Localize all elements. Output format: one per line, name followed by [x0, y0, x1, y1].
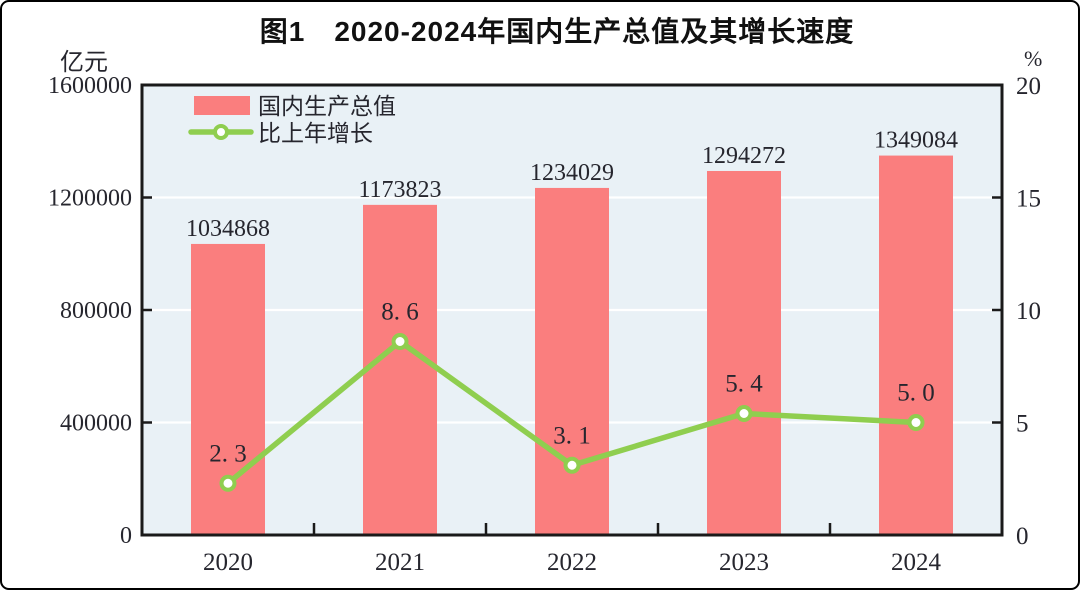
growth-marker-2020 — [219, 474, 237, 492]
bar-2021 — [363, 204, 437, 535]
left-axis-unit-label: 亿元 — [60, 49, 108, 76]
x-axis-tick-label-2023: 2023 — [719, 549, 769, 576]
growth-marker-2023 — [735, 405, 753, 422]
growth-marker-2024 — [907, 414, 925, 431]
growth-marker-2022 — [563, 456, 581, 474]
right-axis-tick-label-20: 20 — [1016, 73, 1041, 100]
bar-value-label-2022: 1234029 — [530, 160, 614, 186]
bar-value-label-2020: 1034868 — [186, 216, 270, 242]
legend-label-growth: 比上年增长 — [258, 120, 373, 146]
legend-line-marker — [213, 124, 229, 140]
growth-value-label-2021: 8. 6 — [381, 299, 419, 326]
bar-2023 — [707, 170, 781, 535]
left-axis-tick-label-1600000: 1600000 — [48, 73, 132, 99]
growth-marker-2021 — [391, 333, 409, 350]
bar-value-label-2023: 1294272 — [702, 143, 786, 169]
growth-value-label-2024: 5. 0 — [897, 380, 935, 407]
left-axis-tick-label-800000: 800000 — [60, 298, 132, 324]
right-axis-tick-label-10: 10 — [1016, 298, 1041, 325]
growth-value-label-2023: 5. 4 — [725, 371, 763, 398]
left-axis-tick-label-1200000: 1200000 — [48, 186, 132, 212]
plot-frame — [140, 83, 1004, 537]
right-axis-tick-label-15: 15 — [1016, 186, 1041, 213]
x-axis-tick-label-2021: 2021 — [375, 549, 425, 576]
growth-value-label-2020: 2. 3 — [209, 440, 247, 467]
x-axis-tick-label-2022: 2022 — [547, 549, 597, 576]
growth-value-label-2022: 3. 1 — [553, 422, 591, 449]
x-axis-tick-label-2020: 2020 — [203, 549, 253, 576]
bar-2024 — [879, 155, 953, 535]
bar-2022 — [535, 187, 609, 536]
legend-label-gdp: 国内生产总值 — [258, 93, 396, 119]
x-axis-tick-label-2024: 2024 — [891, 549, 942, 576]
right-axis-tick-label-5: 5 — [1016, 411, 1029, 438]
chart-title: 图1 2020-2024年国内生产总值及其增长速度 — [259, 16, 855, 47]
legend-bar-swatch — [194, 96, 250, 115]
right-axis-tick-label-0: 0 — [1016, 523, 1029, 550]
left-axis-tick-label-0: 0 — [120, 523, 132, 549]
bar-value-label-2021: 1173823 — [358, 177, 441, 203]
right-axis-unit-label: % — [1024, 46, 1043, 71]
bar-value-label-2024: 1349084 — [874, 128, 958, 154]
left-axis-tick-label-400000: 400000 — [60, 411, 132, 437]
